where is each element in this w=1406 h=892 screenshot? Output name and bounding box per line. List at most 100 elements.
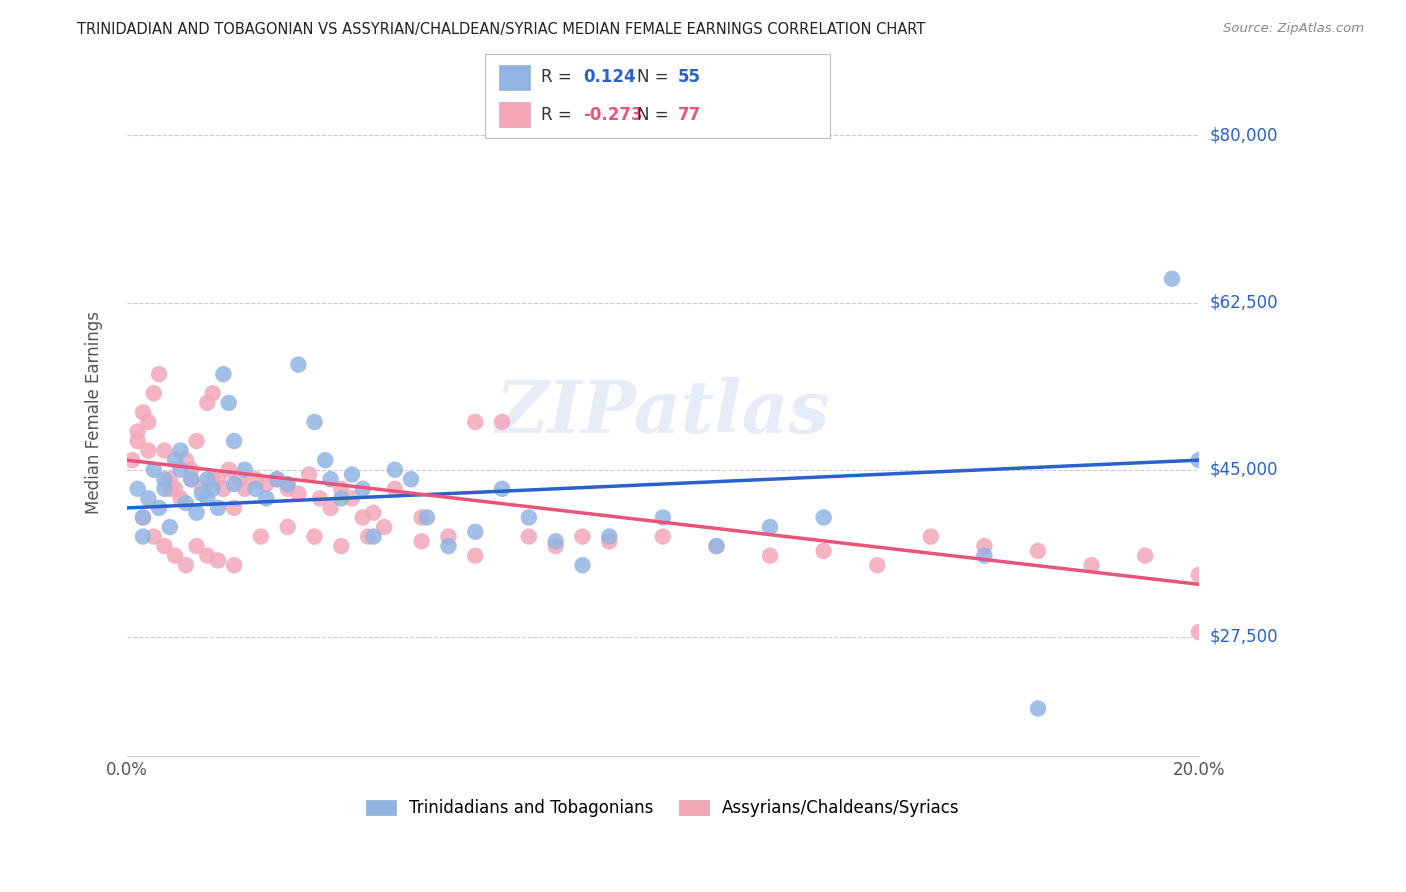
- Point: [169, 491, 191, 506]
- Point: [169, 443, 191, 458]
- Point: [142, 386, 165, 401]
- Point: [148, 367, 170, 381]
- Point: [138, 491, 160, 506]
- Point: [544, 534, 567, 549]
- Point: [491, 415, 513, 429]
- Point: [437, 530, 460, 544]
- Point: [201, 472, 224, 486]
- Point: [207, 472, 229, 486]
- Point: [212, 367, 235, 381]
- Point: [411, 534, 433, 549]
- Point: [148, 500, 170, 515]
- Point: [195, 491, 218, 506]
- Point: [138, 415, 160, 429]
- Point: [598, 534, 620, 549]
- Point: [759, 549, 782, 563]
- Point: [920, 530, 942, 544]
- Point: [330, 482, 353, 496]
- Point: [218, 396, 240, 410]
- Point: [598, 530, 620, 544]
- Point: [254, 477, 277, 491]
- Y-axis label: Median Female Earnings: Median Female Earnings: [86, 311, 103, 514]
- Point: [277, 477, 299, 491]
- Point: [1188, 625, 1211, 640]
- Point: [319, 472, 342, 486]
- Point: [186, 539, 208, 553]
- Point: [222, 558, 245, 573]
- Point: [866, 558, 889, 573]
- Point: [287, 358, 309, 372]
- Point: [233, 463, 256, 477]
- Point: [651, 530, 673, 544]
- Text: N =: N =: [637, 105, 673, 123]
- Point: [304, 530, 326, 544]
- Point: [373, 520, 395, 534]
- Point: [352, 482, 374, 496]
- Point: [228, 472, 250, 486]
- Point: [571, 558, 593, 573]
- Point: [127, 434, 149, 448]
- Point: [132, 510, 155, 524]
- Point: [352, 510, 374, 524]
- Point: [464, 415, 486, 429]
- Point: [191, 486, 214, 500]
- Point: [363, 506, 385, 520]
- Text: Source: ZipAtlas.com: Source: ZipAtlas.com: [1223, 22, 1364, 36]
- Point: [384, 482, 406, 496]
- Point: [813, 544, 835, 558]
- Point: [277, 520, 299, 534]
- Point: [201, 482, 224, 496]
- Point: [245, 482, 267, 496]
- Point: [517, 530, 540, 544]
- Point: [411, 510, 433, 524]
- Point: [169, 463, 191, 477]
- Point: [544, 539, 567, 553]
- Point: [142, 530, 165, 544]
- Point: [330, 491, 353, 506]
- Point: [222, 434, 245, 448]
- Point: [132, 510, 155, 524]
- Point: [195, 472, 218, 486]
- Point: [319, 500, 342, 515]
- Point: [277, 482, 299, 496]
- Point: [159, 472, 181, 486]
- Point: [132, 405, 155, 419]
- Point: [195, 549, 218, 563]
- Point: [437, 539, 460, 553]
- Point: [222, 500, 245, 515]
- Point: [174, 496, 197, 510]
- Legend: Trinidadians and Tobagonians, Assyrians/Chaldeans/Syriacs: Trinidadians and Tobagonians, Assyrians/…: [360, 792, 966, 823]
- Point: [153, 472, 176, 486]
- Text: 55: 55: [678, 69, 700, 87]
- Point: [186, 434, 208, 448]
- Point: [1188, 453, 1211, 467]
- Point: [759, 520, 782, 534]
- Point: [706, 539, 728, 553]
- Text: 0.124: 0.124: [583, 69, 636, 87]
- Point: [165, 482, 187, 496]
- Point: [138, 443, 160, 458]
- Point: [180, 463, 202, 477]
- Text: N =: N =: [637, 69, 673, 87]
- Point: [212, 482, 235, 496]
- Point: [464, 524, 486, 539]
- Point: [174, 558, 197, 573]
- Point: [165, 453, 187, 467]
- Point: [165, 549, 187, 563]
- Point: [298, 467, 321, 482]
- Point: [1135, 549, 1157, 563]
- Point: [1188, 567, 1211, 582]
- Point: [973, 539, 995, 553]
- Text: $62,500: $62,500: [1211, 293, 1278, 311]
- Point: [399, 472, 422, 486]
- Point: [1161, 271, 1184, 285]
- Point: [159, 520, 181, 534]
- Point: [416, 510, 439, 524]
- Point: [207, 553, 229, 567]
- Text: -0.273: -0.273: [583, 105, 643, 123]
- Point: [207, 500, 229, 515]
- Point: [1026, 701, 1049, 715]
- Point: [266, 472, 288, 486]
- Point: [517, 510, 540, 524]
- Point: [201, 386, 224, 401]
